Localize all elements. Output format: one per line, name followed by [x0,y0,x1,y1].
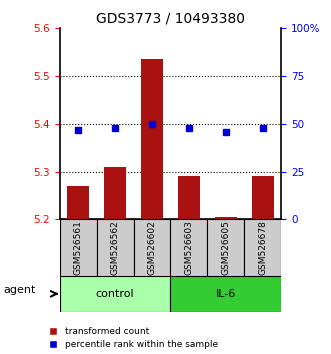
Bar [215,217,237,219]
Text: control: control [96,289,134,299]
FancyBboxPatch shape [170,219,208,276]
Text: GSM526605: GSM526605 [221,220,230,275]
FancyBboxPatch shape [170,276,281,312]
Text: agent: agent [3,285,36,295]
FancyBboxPatch shape [244,219,281,276]
FancyBboxPatch shape [60,219,97,276]
FancyBboxPatch shape [133,219,170,276]
Bar [252,177,274,219]
FancyBboxPatch shape [208,219,244,276]
Bar [67,186,89,219]
Text: GSM526562: GSM526562 [111,221,119,275]
Text: GSM526602: GSM526602 [148,221,157,275]
FancyBboxPatch shape [60,276,170,312]
Text: IL-6: IL-6 [216,289,236,299]
Bar [104,167,126,219]
Text: GSM526561: GSM526561 [73,220,82,275]
Text: GSM526678: GSM526678 [259,220,267,275]
Bar [178,177,200,219]
Legend: transformed count, percentile rank within the sample: transformed count, percentile rank withi… [44,327,218,349]
Text: GSM526603: GSM526603 [184,220,193,275]
Bar [141,59,163,219]
Title: GDS3773 / 10493380: GDS3773 / 10493380 [96,12,245,26]
FancyBboxPatch shape [97,219,133,276]
